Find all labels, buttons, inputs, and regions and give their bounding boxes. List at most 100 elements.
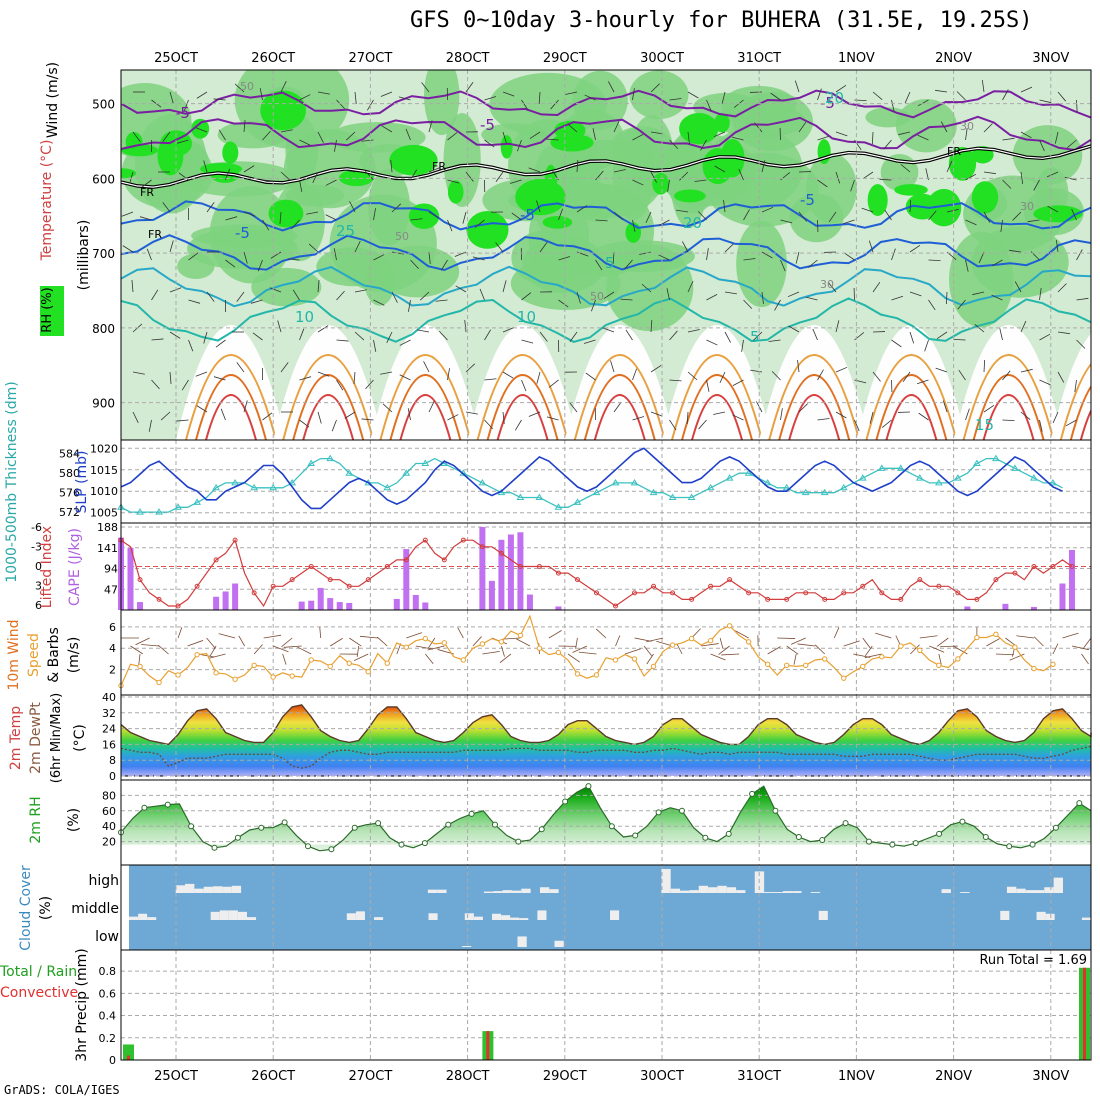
rh-marker bbox=[281, 819, 288, 826]
rh-blob-wet bbox=[408, 203, 440, 229]
cape-bar bbox=[298, 601, 305, 610]
cloud-block bbox=[689, 890, 699, 893]
wind-marker bbox=[688, 635, 695, 642]
wind-barb bbox=[1039, 419, 1043, 432]
wind-marker bbox=[841, 675, 847, 681]
wind-barb bbox=[1065, 419, 1077, 427]
lifted-marker bbox=[746, 590, 752, 596]
cloud-block bbox=[427, 889, 438, 893]
cloud-row-label: low bbox=[95, 929, 119, 945]
lifted-marker bbox=[251, 590, 257, 596]
date-tick-bottom: 1NOV bbox=[838, 1069, 875, 1084]
wind-barb bbox=[317, 280, 320, 293]
lifted-marker bbox=[955, 590, 961, 596]
date-tick-top: 27OCT bbox=[349, 51, 393, 66]
wind-barb-10m bbox=[297, 646, 312, 655]
wind-barb bbox=[308, 243, 319, 253]
wind-barb bbox=[697, 211, 707, 221]
precip-conv-bar bbox=[1083, 967, 1086, 1060]
wind-barb bbox=[632, 134, 644, 141]
thickness-marker bbox=[744, 469, 753, 476]
cloud-block bbox=[1081, 917, 1091, 920]
thickness-marker bbox=[953, 474, 962, 481]
wind-barb bbox=[196, 91, 208, 99]
wind-barb bbox=[603, 291, 615, 299]
lifted-marker bbox=[137, 577, 143, 583]
wind-barb bbox=[148, 419, 152, 432]
wind-barb bbox=[732, 379, 744, 386]
contour-label: FR bbox=[148, 228, 162, 241]
wind-barb bbox=[382, 403, 393, 413]
wind-barb bbox=[447, 219, 453, 232]
wind-barb bbox=[317, 325, 329, 333]
cape-bar bbox=[403, 549, 410, 610]
wind-barb bbox=[195, 127, 208, 133]
ylabel-precip: 3hr Precip (mm) bbox=[74, 948, 90, 1061]
wind-barb bbox=[613, 402, 622, 413]
wind-barb bbox=[417, 329, 430, 333]
wind-barb-10m bbox=[1081, 653, 1089, 665]
rh-marker bbox=[562, 798, 569, 805]
wind-barb bbox=[1071, 208, 1077, 221]
wind-barb bbox=[502, 411, 505, 424]
wind-barb bbox=[336, 339, 349, 342]
contour-label: -5 bbox=[235, 224, 250, 242]
wind-barb bbox=[780, 259, 786, 272]
ylabel-wind: Wind (m/s) bbox=[45, 62, 61, 138]
panel-labels: Wind (m/s) Temperature (°C) RH (%) (milliba… bbox=[0, 62, 92, 1062]
wind-barb-10m bbox=[843, 640, 860, 647]
wind-barb bbox=[354, 91, 357, 104]
wind-barb bbox=[909, 199, 912, 213]
wind-barb bbox=[891, 339, 902, 348]
wind-barb bbox=[306, 211, 319, 215]
isotherm-warm bbox=[691, 394, 743, 440]
wind-barb-10m bbox=[862, 637, 871, 649]
cloud-block bbox=[517, 936, 527, 947]
wind-barb bbox=[558, 256, 571, 261]
wind-barb bbox=[206, 291, 215, 302]
wind-barb-10m bbox=[425, 653, 434, 664]
wind-barb bbox=[428, 120, 433, 133]
lifted-marker bbox=[175, 603, 181, 609]
wind-barb-10m bbox=[349, 637, 362, 647]
wind-barb bbox=[447, 132, 458, 141]
thickness-marker bbox=[687, 493, 696, 501]
wind-barb bbox=[465, 411, 478, 415]
slp-tick: 1020 bbox=[90, 442, 118, 455]
thickness-marker bbox=[535, 493, 544, 501]
cloud-block bbox=[374, 917, 384, 920]
wind-barb bbox=[183, 99, 189, 112]
wind-barb bbox=[753, 331, 763, 341]
wind-barb bbox=[236, 291, 245, 302]
wind-barb bbox=[521, 99, 529, 111]
contour-label: -5 bbox=[520, 206, 535, 224]
wind-barb bbox=[909, 291, 922, 297]
contour-label: 15 bbox=[975, 416, 994, 434]
rh-blob-wet bbox=[971, 181, 999, 214]
wind-barb-10m bbox=[499, 653, 512, 663]
wind-barb bbox=[343, 169, 356, 173]
rh-blob-wet bbox=[679, 113, 719, 145]
wind-barb bbox=[965, 259, 969, 272]
wind-barb bbox=[770, 92, 781, 101]
cloud-block bbox=[203, 886, 214, 893]
wind-barb bbox=[974, 323, 985, 333]
rh-marker bbox=[725, 830, 732, 837]
date-tick-bottom: 2NOV bbox=[935, 1069, 972, 1084]
wind-barb bbox=[632, 368, 637, 381]
wind-barb bbox=[721, 91, 726, 104]
rh-blob bbox=[895, 98, 957, 153]
wind-barb bbox=[613, 169, 626, 173]
wind-barb-10m bbox=[995, 653, 1014, 656]
cloud-block bbox=[464, 913, 474, 920]
wind-barb bbox=[380, 91, 393, 97]
wind-barb bbox=[1020, 131, 1032, 139]
wind-barb bbox=[741, 339, 744, 352]
ylabel-rh2m: 2m RH bbox=[28, 796, 44, 843]
wind-barb bbox=[312, 171, 319, 183]
wind-barb bbox=[243, 400, 248, 413]
rh-marker bbox=[258, 824, 265, 831]
wind-barb-10m bbox=[502, 637, 521, 640]
thickness-marker bbox=[649, 488, 658, 496]
wind-barb bbox=[844, 252, 855, 261]
